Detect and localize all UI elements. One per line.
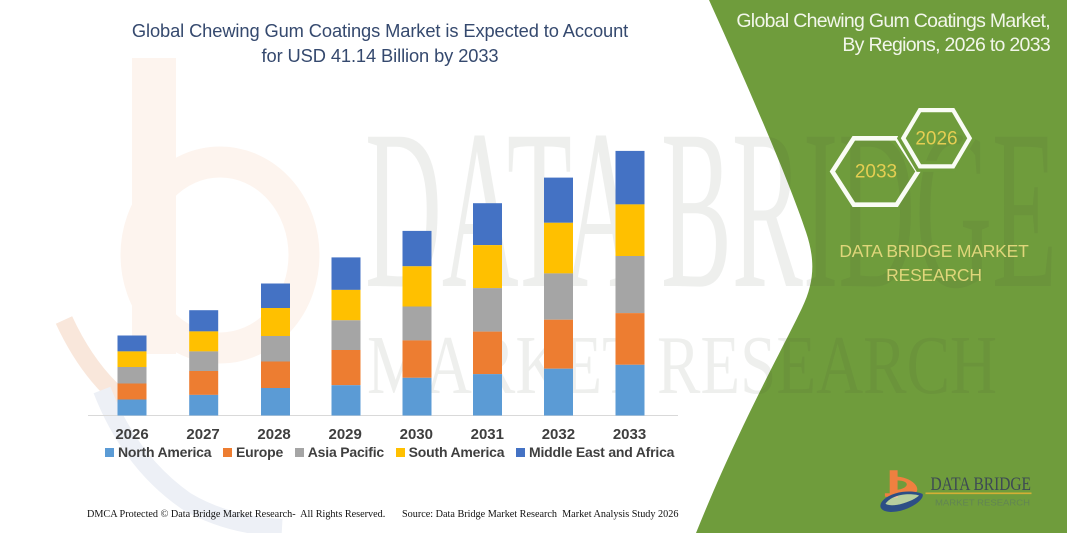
svg-text:2026: 2026	[915, 129, 957, 150]
svg-text:2033: 2033	[855, 162, 897, 183]
svg-text:MARKET RESEARCH: MARKET RESEARCH	[935, 497, 1030, 507]
svg-text:DATA BRIDGE: DATA BRIDGE	[931, 474, 1032, 495]
svg-text:MARKET RESEARCH: MARKET RESEARCH	[367, 319, 997, 412]
